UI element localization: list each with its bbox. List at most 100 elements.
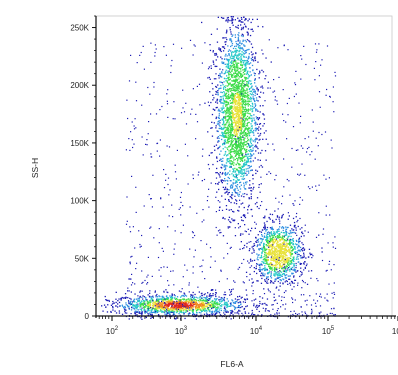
event-point [279, 260, 281, 262]
event-point [289, 240, 292, 242]
event-point [245, 174, 248, 176]
event-point [240, 112, 242, 115]
event-point [223, 47, 226, 50]
event-point [243, 206, 245, 209]
event-point [246, 84, 248, 86]
event-point [261, 277, 263, 280]
event-point [171, 305, 173, 307]
event-point [205, 300, 207, 302]
event-point [271, 226, 273, 228]
event-point [240, 59, 243, 61]
event-point [258, 207, 260, 210]
event-point [209, 303, 211, 306]
event-point [183, 295, 185, 298]
event-point [153, 86, 155, 88]
event-point [182, 298, 184, 300]
event-point [179, 301, 182, 304]
event-point [156, 303, 158, 305]
event-point [294, 270, 296, 272]
event-point [269, 282, 272, 284]
event-point [229, 165, 231, 167]
event-point [291, 272, 293, 274]
event-point [252, 58, 254, 61]
event-point [255, 144, 257, 146]
event-point [279, 249, 281, 252]
event-point [210, 312, 213, 314]
event-point [230, 209, 232, 211]
event-point [156, 310, 158, 313]
event-point [239, 57, 241, 59]
event-point [236, 119, 239, 121]
event-point [232, 122, 234, 124]
event-point [266, 262, 268, 264]
event-point [160, 303, 162, 306]
event-point [263, 247, 265, 249]
event-point [239, 82, 241, 85]
event-point [228, 177, 230, 180]
event-point [174, 243, 176, 245]
event-point [224, 135, 226, 137]
event-point [133, 299, 135, 301]
event-point [271, 245, 273, 248]
event-point [279, 282, 281, 284]
event-point [221, 195, 223, 197]
event-point [160, 298, 162, 300]
event-point [222, 235, 225, 237]
event-point [260, 254, 263, 257]
event-point [284, 253, 286, 255]
event-point [264, 78, 266, 80]
event-point [190, 297, 192, 299]
event-point [244, 79, 246, 81]
event-point [262, 272, 264, 274]
event-point [282, 213, 284, 216]
event-point [212, 108, 214, 110]
event-point [318, 212, 320, 214]
event-point [289, 270, 291, 272]
event-point [227, 107, 229, 109]
event-point [234, 125, 236, 127]
event-point [244, 19, 246, 21]
event-point [242, 40, 244, 42]
event-point [242, 74, 244, 76]
event-point [296, 256, 298, 258]
event-point [224, 41, 226, 43]
event-point [173, 307, 175, 309]
event-point [134, 293, 136, 295]
event-point [219, 159, 221, 162]
event-point [227, 124, 230, 126]
event-point [243, 126, 245, 128]
event-point [246, 62, 249, 64]
event-point [223, 101, 225, 103]
event-point [295, 216, 297, 218]
event-point [139, 296, 141, 298]
event-point [273, 271, 276, 273]
event-point [225, 69, 227, 71]
event-point [190, 303, 192, 305]
event-point [278, 295, 280, 297]
event-point [273, 254, 275, 256]
event-point [242, 131, 244, 134]
event-point [160, 267, 162, 269]
event-point [233, 66, 236, 68]
event-point [207, 303, 209, 305]
event-point [280, 247, 282, 249]
event-point [277, 253, 279, 256]
event-point [140, 317, 142, 319]
event-point [256, 146, 258, 148]
event-point [267, 143, 269, 145]
event-point [227, 70, 229, 72]
event-point [212, 307, 214, 309]
event-point [301, 257, 303, 259]
event-point [268, 241, 271, 243]
event-point [238, 35, 240, 37]
event-point [245, 108, 247, 110]
event-point [260, 128, 262, 130]
event-point [292, 272, 294, 275]
event-point [228, 209, 230, 211]
event-point [221, 300, 223, 302]
event-point [176, 310, 178, 312]
event-point [281, 265, 284, 267]
event-point [201, 62, 203, 64]
event-point [222, 50, 225, 52]
event-point [129, 302, 131, 305]
